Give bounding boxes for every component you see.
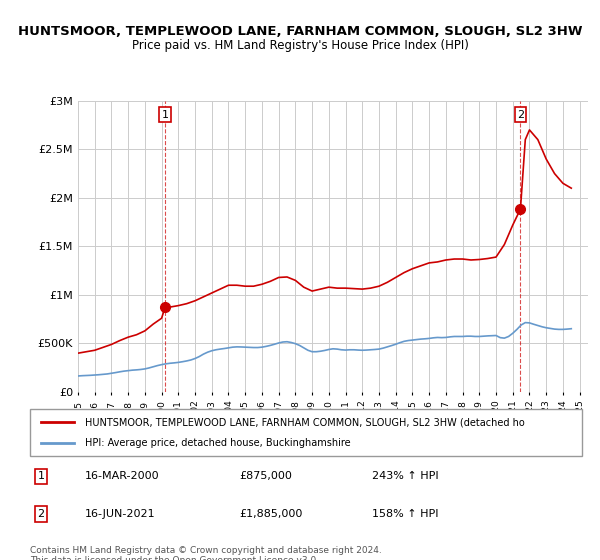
Text: 1: 1 xyxy=(38,472,44,482)
Text: 1: 1 xyxy=(161,110,169,119)
Text: £875,000: £875,000 xyxy=(240,472,293,482)
Text: 243% ↑ HPI: 243% ↑ HPI xyxy=(372,472,439,482)
Text: HUNTSMOOR, TEMPLEWOOD LANE, FARNHAM COMMON, SLOUGH, SL2 3HW: HUNTSMOOR, TEMPLEWOOD LANE, FARNHAM COMM… xyxy=(18,25,582,38)
FancyBboxPatch shape xyxy=(30,409,582,456)
Text: £1,885,000: £1,885,000 xyxy=(240,509,303,519)
Text: 158% ↑ HPI: 158% ↑ HPI xyxy=(372,509,439,519)
Text: 16-JUN-2021: 16-JUN-2021 xyxy=(85,509,156,519)
Text: 2: 2 xyxy=(517,110,524,119)
Text: HPI: Average price, detached house, Buckinghamshire: HPI: Average price, detached house, Buck… xyxy=(85,438,351,448)
Text: 16-MAR-2000: 16-MAR-2000 xyxy=(85,472,160,482)
Text: HUNTSMOOR, TEMPLEWOOD LANE, FARNHAM COMMON, SLOUGH, SL2 3HW (detached ho: HUNTSMOOR, TEMPLEWOOD LANE, FARNHAM COMM… xyxy=(85,417,525,427)
Text: Contains HM Land Registry data © Crown copyright and database right 2024.
This d: Contains HM Land Registry data © Crown c… xyxy=(30,546,382,560)
Text: 2: 2 xyxy=(37,509,44,519)
Text: Price paid vs. HM Land Registry's House Price Index (HPI): Price paid vs. HM Land Registry's House … xyxy=(131,39,469,52)
